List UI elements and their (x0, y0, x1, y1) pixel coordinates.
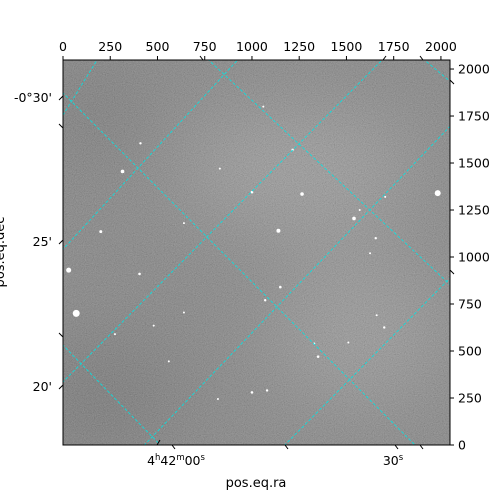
star (182, 311, 185, 314)
image-area (63, 60, 450, 445)
star (139, 142, 142, 145)
dec-gridline (63, 344, 161, 445)
star (250, 391, 254, 394)
top-tick-label: 750 (193, 39, 217, 54)
star (167, 360, 170, 363)
star (384, 195, 387, 198)
axes-frame (62, 59, 451, 446)
star (182, 222, 185, 225)
ra-tick (382, 55, 387, 61)
dec-tick (58, 123, 64, 129)
right-tick-label: 1750 (458, 109, 490, 124)
right-tick-label: 1250 (458, 203, 490, 218)
top-tick-label: 0 (59, 39, 67, 54)
right-tick-label: 1500 (458, 156, 490, 171)
ra-gridline (143, 125, 450, 445)
right-tick-label: 500 (458, 344, 482, 359)
dec-gridline (207, 60, 450, 286)
right-tick-label: 0 (458, 438, 466, 453)
ra-tick-label: 30s (383, 453, 404, 468)
star (72, 309, 80, 317)
star (216, 397, 219, 400)
dec-tick-label: 25' (33, 234, 52, 249)
star (262, 105, 265, 108)
star (250, 190, 254, 194)
ra-gridline (284, 277, 450, 445)
ra-tick-label-s: 00 (185, 453, 201, 468)
ra-tick-label-h: 4 (147, 453, 155, 468)
star (383, 326, 386, 329)
top-pixel-ticks: 0 250 500 750 1000 1250 1500 1750 2000 (59, 39, 457, 60)
ra-gridline (63, 60, 239, 250)
ra-tick (394, 444, 399, 450)
y-axis-label: pos.eq.dec (0, 217, 8, 288)
star (218, 167, 221, 170)
dec-tick (58, 239, 64, 245)
dec-tick (449, 269, 455, 275)
star (358, 209, 361, 212)
right-tick-label: 2000 (458, 62, 490, 77)
star (152, 324, 155, 327)
stars-layer (66, 105, 441, 400)
star (276, 228, 281, 233)
top-tick-label: 500 (146, 39, 170, 54)
star (347, 341, 350, 344)
right-tick-label: 250 (458, 391, 482, 406)
star (375, 314, 378, 317)
ra-gridline (63, 60, 383, 383)
ra-tick (419, 55, 424, 61)
ra-tick (171, 444, 176, 450)
star (263, 299, 267, 302)
coordinate-grid (63, 60, 450, 445)
x-axis-label: pos.eq.ra (226, 476, 287, 491)
ra-tick (156, 439, 161, 446)
top-tick-label: 2000 (425, 39, 457, 54)
ra-tick (284, 444, 289, 450)
dec-tick (449, 79, 455, 85)
ra-tick-label-m: 42 (160, 453, 176, 468)
dec-tick-label: -0°30' (14, 90, 52, 105)
ra-tick-label: 4h42m00s (147, 453, 205, 468)
star (300, 192, 304, 196)
top-tick-label: 250 (98, 39, 122, 54)
star (434, 190, 441, 197)
star (113, 333, 116, 336)
star (138, 272, 141, 276)
star (99, 230, 103, 234)
ra-tick-label-s: 30 (383, 453, 399, 468)
ra-tick (419, 444, 424, 450)
top-tick-label: 1000 (236, 39, 268, 54)
star (66, 267, 72, 273)
dec-gridline (63, 92, 416, 445)
star (374, 237, 377, 240)
top-tick-label: 1500 (331, 39, 363, 54)
ra-tick (199, 55, 204, 61)
top-tick-label: 1250 (283, 39, 315, 54)
right-pixel-ticks: 0 250 500 750 1000 1250 1500 1750 2000 (450, 62, 490, 453)
star (279, 285, 282, 289)
star (265, 389, 269, 392)
dec-tick (58, 95, 64, 101)
star (352, 216, 356, 221)
star (316, 355, 320, 358)
right-tick-label: 1000 (458, 250, 490, 265)
image-noise (63, 60, 450, 445)
top-tick-label: 1750 (378, 39, 410, 54)
dec-tick (58, 384, 64, 390)
star (369, 252, 372, 255)
dec-tick-label: 20' (33, 379, 52, 394)
world-axis-ticks (58, 55, 455, 450)
star (120, 169, 125, 174)
right-tick-label: 750 (458, 297, 482, 312)
dec-tick (58, 332, 64, 338)
